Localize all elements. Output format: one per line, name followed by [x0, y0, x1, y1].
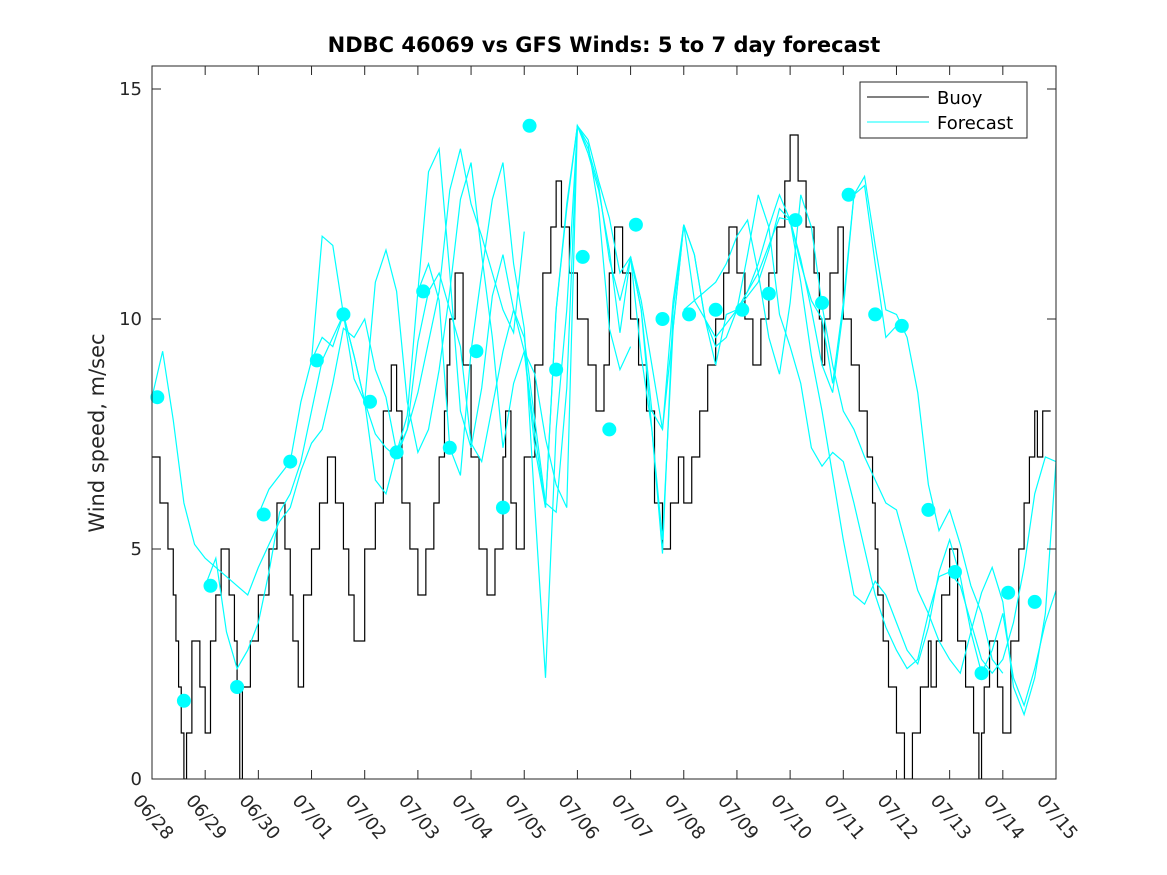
forecast-point — [708, 302, 723, 317]
legend-label-forecast: Forecast — [937, 113, 1013, 134]
y-tick-label: 10 — [119, 309, 142, 330]
forecast-point — [841, 187, 856, 202]
forecast-point — [522, 118, 537, 133]
forecast-point — [974, 666, 989, 681]
chart-title: NDBC 46069 vs GFS Winds: 5 to 7 day fore… — [328, 33, 881, 57]
forecast-point — [442, 440, 457, 455]
forecast-point — [815, 295, 830, 310]
forecast-point — [921, 502, 936, 517]
forecast-run-line — [789, 219, 1056, 708]
forecast-point — [363, 394, 378, 409]
forecast-point — [336, 307, 351, 322]
plot-area — [150, 118, 1056, 779]
forecast-point — [682, 307, 697, 322]
forecast-point — [894, 318, 909, 333]
forecast-run-line — [152, 148, 525, 597]
forecast-point — [655, 312, 670, 326]
forecast-point — [469, 344, 484, 359]
forecast-point — [735, 302, 750, 317]
forecast-point — [868, 307, 883, 322]
forecast-point — [1001, 585, 1016, 600]
forecast-point — [602, 422, 617, 437]
forecast-run-line — [736, 194, 1056, 675]
y-axis-ticks: 0 5 10 15 — [119, 79, 1056, 790]
forecast-markers — [150, 118, 1042, 708]
forecast-point — [176, 693, 191, 708]
forecast-run-line — [683, 194, 1056, 717]
forecast-point — [256, 507, 271, 522]
forecast-run-line — [257, 123, 632, 515]
forecast-point — [947, 565, 962, 579]
forecast-run-line — [523, 124, 897, 554]
buoy-layer — [152, 134, 1051, 779]
legend-box — [859, 81, 1028, 139]
forecast-point — [549, 362, 564, 377]
forecast-run-line — [310, 125, 685, 678]
y-tick-label: 15 — [119, 79, 142, 100]
forecast-run-line — [417, 123, 791, 540]
forecast-point — [150, 390, 165, 405]
legend: Buoy Forecast — [859, 81, 1028, 139]
forecast-point — [628, 217, 643, 232]
forecast-point — [416, 284, 431, 299]
y-tick-label: 0 — [131, 769, 142, 790]
forecast-point — [761, 286, 776, 301]
forecast-point — [788, 213, 803, 228]
axes-box — [151, 65, 1057, 780]
forecast-point — [203, 578, 218, 593]
buoy-series-line — [152, 134, 1051, 779]
forecast-point — [1027, 594, 1042, 609]
forecast-point — [283, 454, 298, 469]
forecast-point — [230, 680, 245, 694]
legend-label-buoy: Buoy — [937, 88, 983, 109]
forecast-point — [309, 353, 324, 368]
y-tick-label: 5 — [131, 539, 142, 560]
forecast-run-line — [630, 174, 1004, 674]
y-axis-label: Wind speed, m/sec — [85, 333, 109, 532]
forecast-point — [389, 445, 404, 460]
forecast-point — [575, 249, 590, 264]
forecast-point — [495, 500, 510, 515]
